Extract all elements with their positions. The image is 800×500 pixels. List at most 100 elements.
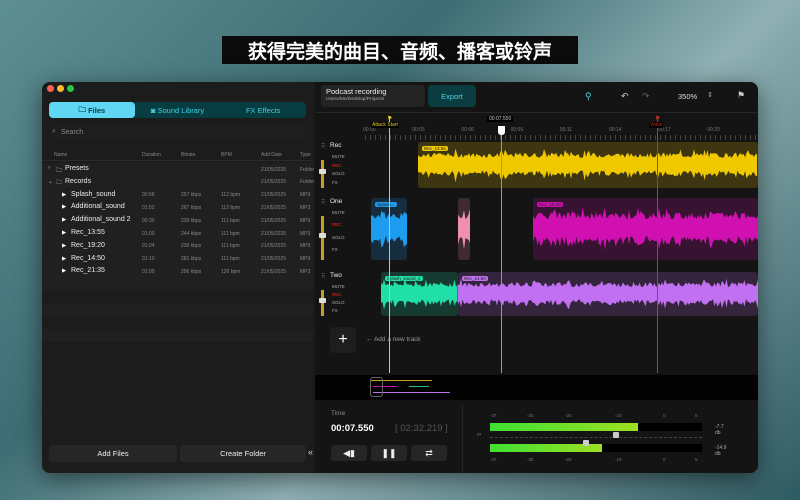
column-add-date[interactable]: Add Date — [261, 152, 282, 158]
playhead-handle[interactable] — [498, 126, 505, 135]
table-row[interactable]: ▶ Splash_sound 00:58 257 kbps 112 bpm 21/05/2… — [42, 188, 313, 202]
marker-attack-line — [389, 118, 390, 373]
column-name[interactable]: Name — [54, 152, 68, 158]
column-duration[interactable]: Duration — [142, 152, 161, 158]
mute-button[interactable]: MUTE — [332, 284, 345, 289]
create-folder-button[interactable]: Create Folder — [180, 445, 306, 462]
table-row[interactable]: ▶ Rec_19:20 01:24 239 kbps 111 bpm 21/05/2025… — [42, 239, 313, 253]
cell-type: MP3 — [300, 217, 311, 224]
marker-label[interactable]: Attack Start — [371, 122, 399, 128]
rewind-button[interactable]: ◀▮ — [331, 445, 367, 461]
chevron-right-icon[interactable]: › — [48, 165, 50, 171]
add-files-button[interactable]: Add Files — [49, 445, 177, 462]
overview-track — [373, 392, 450, 393]
audio-clip[interactable] — [458, 198, 470, 260]
table-row[interactable]: › 🗀 Presets 21/05/2025 Folder — [42, 163, 315, 176]
undo-icon[interactable]: ↶ — [621, 91, 629, 101]
table-row[interactable]: ▶ Rec_13:55 01:00 244 kbps 111 bpm 21/05/2025… — [42, 227, 313, 240]
split-icon[interactable]: ⚲ — [585, 91, 592, 101]
volume-fader-knob[interactable] — [319, 298, 326, 303]
tab-sound-library[interactable]: ◙ Sound Library — [150, 105, 205, 115]
maximize-window-button[interactable] — [67, 85, 74, 92]
fx-button[interactable]: FX — [332, 247, 338, 253]
volume-fader-knob[interactable] — [319, 169, 326, 174]
overview-viewport[interactable] — [370, 377, 383, 397]
collapse-sidebar-button[interactable]: « — [308, 447, 314, 457]
loop-button[interactable]: ⇄ — [411, 445, 447, 461]
editor: Podcast recording Users/Me/Desktop/Projec… — [315, 82, 758, 473]
column-type[interactable]: Type — [300, 152, 311, 158]
loop-icon: ⇄ — [425, 447, 433, 458]
tab-files[interactable]: 🗀 Files — [49, 102, 135, 118]
audio-clip[interactable]: Rec_13:55 — [418, 142, 758, 188]
rec-button[interactable]: REC — [332, 292, 342, 298]
solo-button[interactable]: SOLO — [332, 171, 345, 177]
file-name: Additional_sound — [71, 203, 125, 211]
project-info[interactable]: Podcast recording Users/Me/Desktop/Projec… — [321, 85, 425, 107]
tick-label: 00:06 — [461, 127, 474, 133]
file-list: › 🗀 Presets 21/05/2025 Folder ⌄ 🗀 Records 21/05/… — [42, 163, 315, 353]
clip-label: Splash_sound_2 — [385, 276, 423, 281]
play-icon[interactable]: ▶ — [62, 217, 67, 224]
mute-button[interactable]: MUTE — [332, 210, 345, 215]
flag-icon[interactable]: ⚑ — [655, 116, 661, 122]
cell-type: MP3 — [300, 243, 311, 250]
track-name[interactable]: One — [330, 198, 343, 205]
solo-button[interactable]: SOLO — [332, 300, 345, 306]
chevron-down-icon[interactable]: ⌄ — [48, 178, 54, 185]
drag-handle-icon[interactable]: ⠿ — [321, 144, 326, 150]
cell-type: Folder — [300, 166, 315, 173]
play-icon[interactable]: ▶ — [62, 268, 67, 275]
column-bpm[interactable]: BPM — [221, 152, 232, 158]
minimize-window-button[interactable] — [57, 85, 64, 92]
clip-label: Rec_14:50 — [462, 276, 488, 281]
table-row[interactable]: ⌄ 🗀 Records 21/05/2025 Folder — [42, 176, 314, 189]
drag-handle-icon[interactable]: ⠿ — [321, 274, 326, 280]
audio-clip[interactable]: Rec_19:20 — [533, 198, 758, 260]
add-marker-icon[interactable]: ⚑ — [737, 90, 746, 100]
solo-button[interactable]: SOLO — [332, 234, 345, 240]
play-icon[interactable]: ▶ — [62, 191, 67, 198]
rec-button[interactable]: REC — [332, 162, 342, 168]
search-input[interactable]: ⌕ Search — [49, 124, 306, 140]
overview-track — [409, 386, 429, 387]
close-window-button[interactable] — [47, 85, 54, 92]
link-icon[interactable]: ∞ — [477, 432, 482, 438]
library-icon: ◙ — [150, 105, 158, 115]
meter-scale-label: -37 — [490, 457, 497, 462]
flag-icon[interactable]: ⚑ — [387, 116, 393, 122]
track-name[interactable]: Rec — [330, 142, 342, 149]
fx-button[interactable]: FX — [332, 179, 338, 185]
export-button[interactable]: Export — [428, 85, 476, 107]
volume-fader-knob[interactable] — [319, 233, 326, 238]
column-bitrate[interactable]: Bitrate — [181, 152, 196, 158]
cell-bpm: 126 bpm — [221, 268, 241, 275]
audio-clip[interactable]: Rec_14:50 — [458, 272, 758, 316]
overview-strip[interactable] — [315, 375, 758, 400]
pause-button[interactable]: ❚❚ — [371, 445, 407, 461]
audio-clip[interactable]: Splash_sound_2 — [381, 272, 458, 316]
table-row[interactable]: ▶ Additional_sound 2 00:30 239 kbps 111 bpm 2… — [42, 214, 313, 227]
add-track-button[interactable]: + — [330, 327, 356, 353]
drag-handle-icon[interactable]: ⠿ — [321, 200, 326, 206]
table-row[interactable]: ▶ Rec_21:35 02:09 256 kbps 126 bpm 21/05/2025… — [42, 265, 313, 279]
play-icon[interactable]: ▶ — [62, 255, 67, 262]
play-icon[interactable]: ▶ — [62, 230, 67, 236]
cell-bpm: 111 bpm — [221, 256, 240, 263]
table-row[interactable]: ▶ Rec_14:50 01:10 281 kbps 111 bpm 21/05/2025… — [42, 253, 313, 266]
marker-label[interactable]: Voice — [649, 122, 664, 128]
fx-button[interactable]: FX — [332, 308, 338, 314]
tab-effects[interactable]: FX Effects — [245, 105, 281, 115]
zoom-stepper-icon[interactable]: ⇕ — [707, 92, 713, 99]
balance-handle[interactable] — [613, 432, 619, 438]
balance-handle[interactable] — [583, 440, 589, 446]
redo-icon[interactable]: ↷ — [642, 91, 650, 101]
balance-track — [490, 437, 702, 438]
zoom-level[interactable]: 350% — [678, 92, 698, 101]
mute-button[interactable]: MUTE — [332, 154, 345, 159]
play-icon[interactable]: ▶ — [62, 242, 67, 249]
table-row[interactable]: ▶ Additional_sound 01:52 267 kbps 112 bpm 21/… — [42, 201, 313, 214]
track-name[interactable]: Two — [330, 272, 342, 279]
rec-button[interactable]: REC — [332, 222, 342, 228]
play-icon[interactable]: ▶ — [62, 204, 67, 211]
